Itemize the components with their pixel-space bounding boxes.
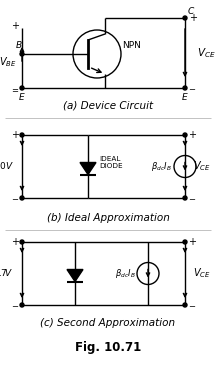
Circle shape [183,240,187,244]
Text: E: E [19,93,25,102]
Text: (b) Ideal Approximation: (b) Ideal Approximation [47,213,169,223]
Text: NPN: NPN [122,42,141,51]
Text: +: + [188,130,196,140]
Circle shape [20,196,24,200]
Text: $V_{BE}=0.7V$: $V_{BE}=0.7V$ [0,267,14,280]
Circle shape [183,16,187,20]
Text: $-$: $-$ [11,86,19,94]
Text: +: + [189,13,197,23]
Text: $\beta_{dc}I_B$: $\beta_{dc}I_B$ [115,267,136,280]
Text: $V_{BE}=0V$: $V_{BE}=0V$ [0,160,14,173]
Circle shape [183,196,187,200]
Text: +: + [11,130,19,140]
Circle shape [20,240,24,244]
Circle shape [183,303,187,307]
Text: $-$: $-$ [11,84,19,93]
Text: C: C [188,8,194,16]
Text: $V_{CE}$: $V_{CE}$ [193,160,211,173]
Polygon shape [80,162,96,174]
Text: $-$: $-$ [188,300,196,309]
Text: $-$: $-$ [11,194,19,202]
Text: $-$: $-$ [188,194,196,202]
Text: $-$: $-$ [11,300,19,309]
Text: IDEAL
DIODE: IDEAL DIODE [99,156,123,169]
Text: B: B [16,42,22,51]
Text: $V_{BE}$: $V_{BE}$ [0,55,17,69]
Circle shape [20,52,24,56]
Text: $V_{CE}$: $V_{CE}$ [193,267,211,280]
Text: $-$: $-$ [188,84,196,93]
Circle shape [20,86,24,90]
Text: (c) Second Approximation: (c) Second Approximation [40,318,176,328]
Circle shape [20,303,24,307]
Text: E: E [182,93,188,102]
Text: +: + [11,21,19,31]
Circle shape [20,133,24,137]
Circle shape [183,86,187,90]
Text: $V_{CE}$: $V_{CE}$ [197,46,216,60]
Text: +: + [11,237,19,247]
Circle shape [183,133,187,137]
Polygon shape [67,270,83,282]
Text: $\beta_{dc}I_B$: $\beta_{dc}I_B$ [151,160,172,173]
Text: (a) Device Circuit: (a) Device Circuit [63,100,153,110]
Text: +: + [188,237,196,247]
Text: Fig. 10.71: Fig. 10.71 [75,342,141,354]
